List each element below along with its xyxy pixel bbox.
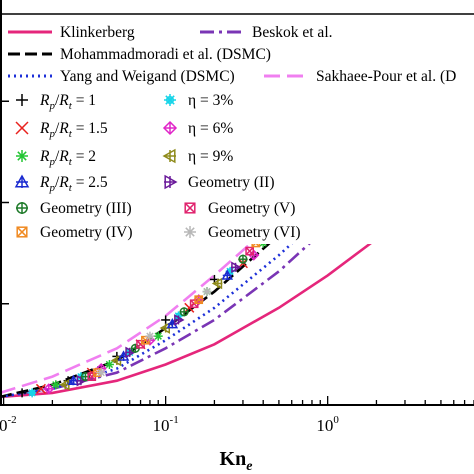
legend-marker-r-p-r-t-1 (16, 94, 28, 106)
point-geometry-vi (96, 368, 106, 378)
legend-marker-r-p-r-t-2 (16, 150, 28, 162)
point-9 (221, 269, 234, 280)
point-r-p-r-t-1 (161, 315, 171, 325)
point-r-p-r-t-2-5 (43, 383, 55, 395)
point-3 (51, 380, 61, 390)
point-geometry-iii (238, 254, 248, 264)
legend-marker-r-p-r-t-1-5 (15, 121, 29, 135)
legend-marker-geometry-ii (164, 174, 178, 190)
legend-label-9: η = 9% (188, 148, 233, 165)
legend: Klinkerberg Beskok et al. Mohammadmoradi e… (8, 24, 456, 241)
point-geometry-ii (231, 261, 242, 274)
x-axis-label: Kne (220, 448, 253, 474)
point-geometry-vi (145, 331, 155, 341)
x-tick-label: 10-2 (0, 414, 17, 435)
point-geometry-ii (173, 314, 185, 326)
point-6 (211, 277, 223, 290)
legend-label-3: η = 3% (188, 92, 233, 109)
legend-background (0, 14, 474, 244)
point-3 (104, 360, 114, 369)
legend-label-sakhaee-pour-et-al-d: Sakhaee-Pour et al. (D (316, 68, 456, 85)
point-r-p-r-t-1 (17, 388, 27, 398)
legend-marker-geometry-vi (184, 226, 196, 238)
legend-marker-3 (164, 94, 176, 106)
legend-label-klinkerberg: Klinkerberg (60, 24, 135, 41)
legend-marker-r-p-r-t-2-5 (14, 174, 30, 188)
point-r-p-r-t-1-5 (27, 388, 37, 398)
legend-label-geometry-v: Geometry (V) (208, 200, 295, 217)
legend-label-yang-and-weigand-dsmc: Yang and Weigand (DSMC) (60, 68, 235, 85)
x-tick-label: 100 (316, 414, 339, 435)
legend-label-r-p-r-t-2: Rp/Rt = 2 (39, 148, 96, 168)
legend-label-r-p-r-t-1: Rp/Rt = 1 (39, 92, 96, 112)
point-geometry-v (245, 246, 255, 256)
legend-label-6: η = 6% (188, 120, 233, 137)
legend-label-mohammadmoradi-et-al-dsmc: Mohammadmoradi et al. (DSMC) (60, 46, 271, 63)
point-r-p-r-t-2 (35, 383, 46, 394)
x-tick-labels: 10-2 10-1 100 (0, 414, 339, 435)
legend-label-r-p-r-t-2-5: Rp/Rt = 2.5 (39, 174, 108, 194)
legend-marker-geometry-iv (16, 226, 28, 238)
legend-marker-6 (162, 120, 178, 136)
legend-label-geometry-iii: Geometry (III) (40, 200, 132, 217)
legend-label-geometry-vi: Geometry (VI) (208, 224, 301, 241)
point-3 (153, 331, 163, 341)
axes (0, 0, 474, 406)
legend-label-r-p-r-t-1-5: Rp/Rt = 1.5 (39, 120, 108, 140)
x-tick-label: 10-1 (153, 414, 179, 435)
legend-label-beskok-et-al: Beskok et al. (252, 24, 333, 41)
legend-label-geometry-ii: Geometry (II) (188, 174, 275, 191)
legend-label-geometry-iv: Geometry (IV) (40, 224, 133, 241)
point-geometry-iii (179, 307, 189, 317)
legend-marker-9 (162, 148, 176, 164)
legend-marker-geometry-v (184, 202, 196, 214)
point-geometry-iv (194, 295, 204, 305)
point-geometry-vi (202, 287, 212, 297)
legend-marker-geometry-iii (16, 202, 28, 214)
point-geometry-ii (125, 346, 136, 359)
